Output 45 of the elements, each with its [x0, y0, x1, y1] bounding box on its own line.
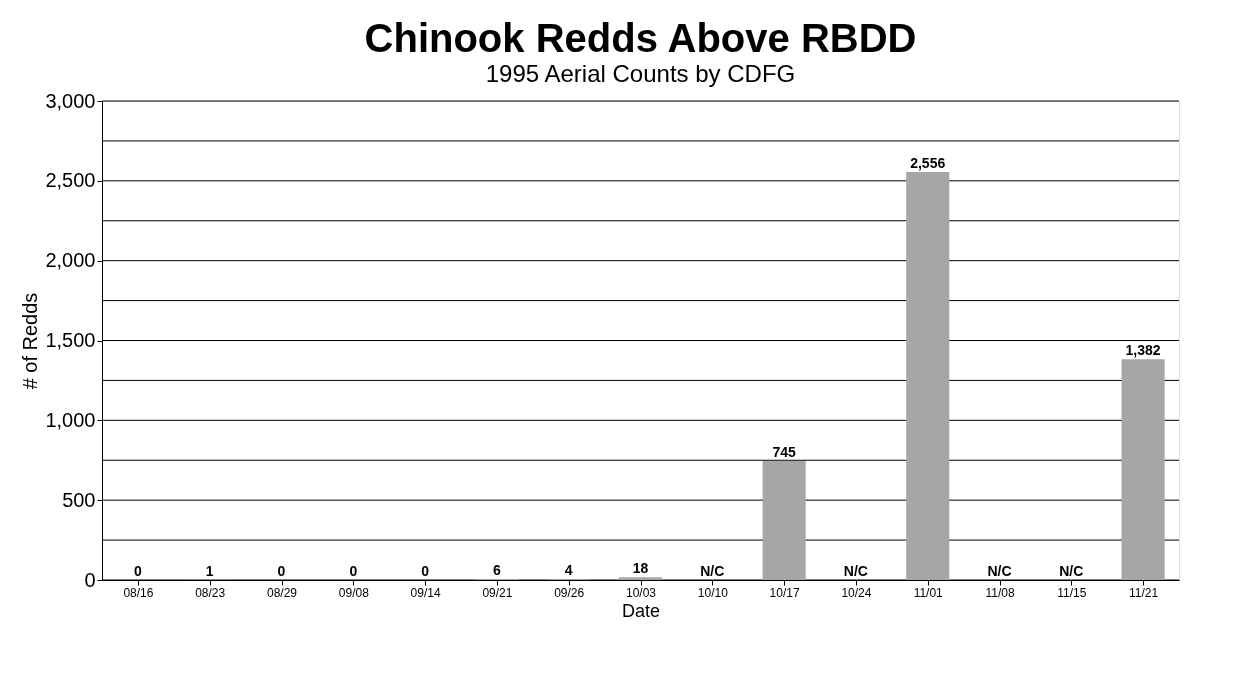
x-tick-label: 11/21	[1129, 585, 1159, 600]
text: 0	[421, 563, 429, 579]
x-tick-label: 08/29	[266, 585, 298, 600]
x-tick-label: 10/10	[697, 585, 729, 600]
text: N/C	[1059, 563, 1084, 579]
bar	[618, 577, 663, 580]
x-tick-label: 09/21	[482, 585, 513, 600]
text: 0	[277, 563, 286, 579]
text: N/C	[987, 563, 1012, 579]
x-tick-label: 11/01	[913, 585, 944, 600]
text: 6	[493, 562, 501, 579]
y-tick-label: 2,000	[45, 249, 96, 272]
x-tick-label: 10/24	[841, 585, 872, 600]
y-tick-label: 2,500	[45, 169, 96, 192]
chart-title: Chinook Redds Above RBDD	[364, 16, 917, 60]
text: 4	[564, 562, 573, 579]
y-tick-label: 0	[84, 568, 96, 591]
bar	[762, 461, 806, 580]
text: N/C	[843, 563, 868, 579]
text: N/C	[700, 563, 725, 579]
y-tick-label: 3,000	[45, 89, 96, 112]
text: 745	[772, 444, 796, 461]
y-tick-label: 1,500	[45, 329, 96, 351]
text: 1	[205, 562, 214, 579]
x-tick-label: 10/17	[769, 585, 800, 600]
x-tick-label: 09/08	[338, 585, 370, 600]
y-axis-title: # of Redds	[19, 292, 42, 390]
x-tick-label: 09/26	[554, 585, 585, 600]
y-tick-label: 1,000	[45, 408, 96, 431]
text: 18	[632, 560, 649, 577]
x-tick-label: 08/16	[123, 585, 154, 600]
chart-subtitle: 1995 Aerial Counts by CDFG	[485, 60, 796, 87]
x-axis-title: Date	[621, 600, 661, 621]
text: 2,556	[910, 154, 946, 171]
text: 1,382	[1125, 342, 1161, 359]
x-tick-label: 11/15	[1057, 585, 1087, 600]
x-tick-label: 10/03	[625, 585, 657, 600]
x-tick-label: 11/08	[985, 585, 1015, 600]
bar	[906, 171, 950, 580]
x-tick-label: 09/14	[410, 585, 441, 600]
text: 0	[349, 563, 358, 579]
x-tick-label: 08/23	[195, 585, 226, 600]
text: 0	[134, 563, 142, 579]
bar	[1121, 359, 1165, 580]
y-tick-label: 500	[62, 488, 96, 511]
